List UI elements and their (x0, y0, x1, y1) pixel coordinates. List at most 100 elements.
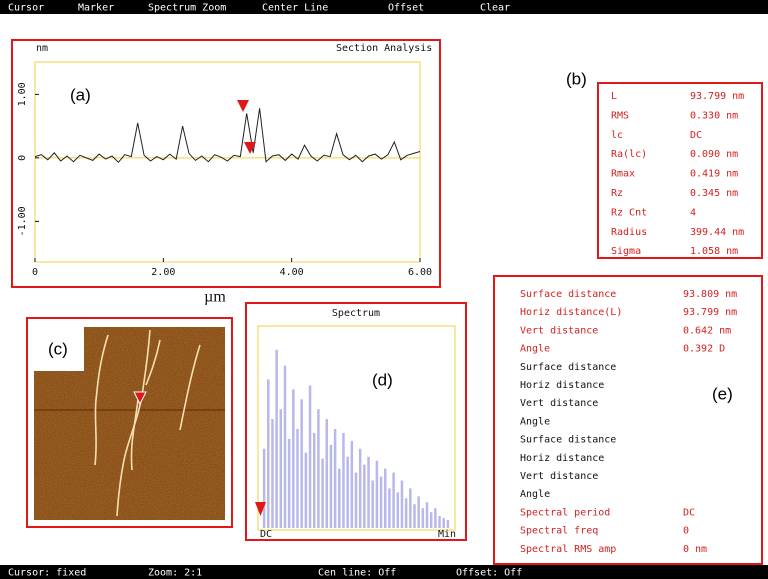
measure-label: Surface distance (520, 289, 616, 300)
measure-label: Horiz distance (520, 453, 604, 464)
chart-title: Section Analysis (336, 43, 432, 54)
measure-label: Vert distance (520, 398, 598, 409)
measure-label: Spectral RMS amp (520, 544, 616, 555)
stat-label: RMS (611, 110, 629, 121)
bar (426, 502, 429, 528)
stat-value: 93.799 nm (690, 91, 744, 102)
measure-label: Angle (520, 489, 550, 500)
measure-label: Vert distance (520, 325, 598, 336)
bar (326, 419, 329, 528)
stat-label: Ra(lc) (611, 149, 647, 160)
bar (430, 512, 433, 528)
stat-label: Radius (611, 227, 647, 238)
stat-value: 0.345 nm (690, 188, 738, 199)
bar (422, 508, 425, 528)
bar (417, 496, 420, 528)
bar (346, 457, 349, 528)
bar (413, 504, 416, 528)
x-tick-label: 4.00 (280, 267, 304, 278)
stat-value: 4 (690, 207, 696, 218)
menu-item: Marker (78, 3, 114, 14)
menu-item: Cursor (8, 3, 44, 14)
bar (313, 433, 316, 528)
y-tick-label: -1.00 (17, 206, 28, 236)
stat-value: DC (690, 130, 702, 141)
cursor-marker (237, 100, 249, 112)
bar (384, 469, 387, 528)
measure-label: Spectral period (520, 507, 610, 518)
bar (376, 461, 379, 528)
bar (401, 480, 404, 528)
stat-value: 0.419 nm (690, 169, 738, 180)
x-tick-label: 6.00 (408, 267, 432, 278)
bar (338, 469, 341, 528)
measure-value: 0 nm (683, 544, 707, 555)
x-tick-label: Min (438, 529, 456, 540)
stat-label: Rz (611, 188, 623, 199)
profile-line (35, 108, 420, 162)
menu-item: Spectrum Zoom (148, 3, 226, 14)
measure-value: 0 (683, 526, 689, 537)
bar (397, 492, 400, 528)
y-tick-label: 0 (17, 155, 28, 161)
y-axis-label: nm (36, 43, 48, 54)
bar (280, 409, 283, 528)
stat-label: Sigma (611, 246, 641, 257)
bar (380, 477, 383, 528)
menu-item: Clear (480, 3, 510, 14)
bar (371, 480, 374, 528)
section-plot: Section Analysisnmµm1.000-1.0002.004.006… (17, 43, 432, 306)
measure-label: Surface distance (520, 362, 616, 373)
x-tick-label: 2.00 (151, 267, 175, 278)
status-item: Offset: Off (456, 568, 522, 579)
bar (305, 453, 308, 528)
bar (330, 445, 333, 528)
bar (334, 429, 337, 528)
menu-item: Offset (388, 3, 424, 14)
bar (275, 350, 278, 528)
stat-label: Rmax (611, 169, 635, 180)
stat-value: 399.44 nm (690, 227, 744, 238)
roughness-table: L 93.799 nm RMS 0.330 nm lc DC Ra(lc) 0.090 nm R… (611, 91, 744, 257)
bar (351, 441, 354, 528)
bar (271, 419, 274, 528)
bar (388, 488, 391, 528)
bar (409, 488, 412, 528)
bar (296, 429, 299, 528)
bar (284, 366, 287, 528)
bar (355, 473, 358, 528)
bar (392, 473, 395, 528)
measure-label: Vert distance (520, 471, 598, 482)
screen: Cursor Marker Spectrum Zoom Center Line Offs… (0, 0, 768, 579)
bar (447, 520, 450, 528)
measure-label: Horiz distance (520, 380, 604, 391)
measure-label: Angle (520, 416, 550, 427)
bar (309, 385, 312, 528)
bar (317, 409, 320, 528)
bar (438, 516, 441, 528)
x-tick-label: 0 (32, 267, 38, 278)
status-item: Cursor: fixed (8, 568, 86, 579)
measure-value: 0.642 nm (683, 325, 731, 336)
panel-label: (e) (712, 384, 733, 403)
chart-title: Spectrum (332, 308, 380, 319)
panel-a-frame (12, 40, 440, 287)
status-item: Zoom: 2:1 (148, 568, 202, 579)
stat-label: lc (611, 130, 623, 141)
stat-value: 0.090 nm (690, 149, 738, 160)
status-item: Cen line: Off (318, 568, 396, 579)
menu-item: Center Line (262, 3, 328, 14)
stat-value: 1.058 nm (690, 246, 738, 257)
menu-bar (0, 0, 768, 14)
bar (263, 449, 266, 528)
stat-label: L (611, 91, 617, 102)
panel-label: (d) (372, 370, 393, 389)
panel-label: (b) (566, 69, 587, 88)
bar (300, 399, 303, 528)
bar (321, 459, 324, 528)
stat-value: 0.330 nm (690, 110, 738, 121)
measure-value: 0.392 D (683, 344, 725, 355)
bar (267, 380, 270, 529)
measure-value: DC (683, 507, 695, 518)
